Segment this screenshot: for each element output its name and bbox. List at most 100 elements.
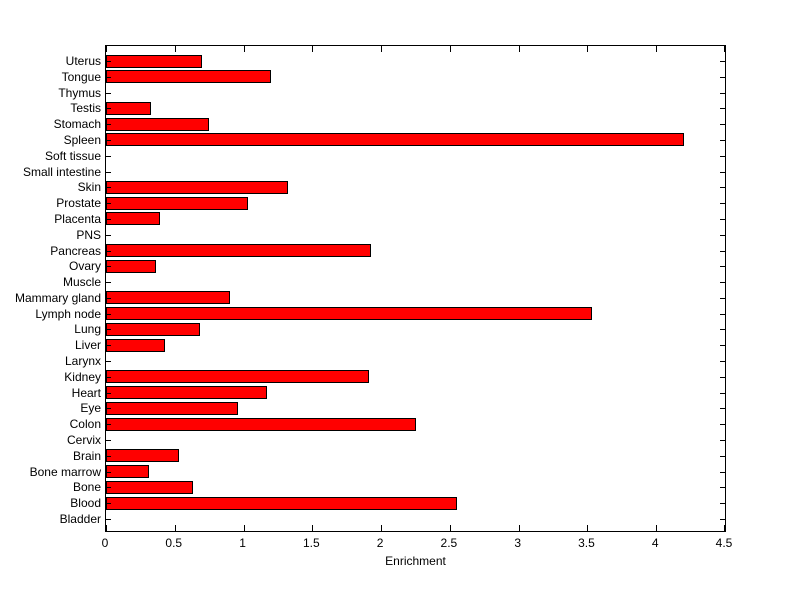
- y-tick: [106, 156, 111, 157]
- x-tick: [175, 525, 176, 531]
- y-tick: [720, 203, 725, 204]
- y-label-pancreas: Pancreas: [50, 243, 101, 258]
- x-tick: [312, 46, 313, 52]
- y-tick: [720, 345, 725, 346]
- x-tick: [106, 525, 107, 531]
- y-label-muscle: Muscle: [62, 275, 101, 290]
- y-tick: [720, 266, 725, 267]
- y-label-mammary-gland: Mammary gland: [14, 290, 101, 305]
- x-tick: [381, 525, 382, 531]
- y-tick: [106, 124, 111, 125]
- y-tick: [106, 487, 111, 488]
- y-tick: [106, 393, 111, 394]
- x-tick: [724, 525, 725, 531]
- y-tick: [106, 266, 111, 267]
- y-tick: [106, 329, 111, 330]
- y-tick: [106, 361, 111, 362]
- y-tick: [106, 172, 111, 173]
- y-label-bone-marrow: Bone marrow: [29, 464, 101, 479]
- y-tick: [720, 393, 725, 394]
- y-tick: [106, 345, 111, 346]
- y-tick: [720, 472, 725, 473]
- bar-liver: [106, 338, 166, 352]
- x-tick-label: 4: [651, 536, 659, 550]
- x-tick: [381, 46, 382, 52]
- y-label-heart: Heart: [71, 385, 101, 400]
- y-tick: [720, 361, 725, 362]
- y-label-spleen: Spleen: [63, 132, 101, 147]
- bar-spleen: [106, 133, 684, 147]
- y-tick: [720, 140, 725, 141]
- plot-area: [105, 45, 726, 532]
- y-tick: [106, 108, 111, 109]
- x-tick: [656, 46, 657, 52]
- y-tick: [720, 93, 725, 94]
- bar-colon: [106, 417, 416, 431]
- x-tick-label: 3: [514, 536, 521, 550]
- y-tick: [106, 377, 111, 378]
- bar-kidney: [106, 370, 369, 384]
- y-tick: [106, 203, 111, 204]
- y-tick: [720, 61, 725, 62]
- bar-bone: [106, 480, 193, 494]
- y-label-larynx: Larynx: [64, 354, 101, 369]
- y-label-pns: PNS: [76, 227, 101, 242]
- bar-brain: [106, 449, 179, 463]
- y-tick: [720, 298, 725, 299]
- y-label-brain: Brain: [72, 448, 101, 463]
- x-tick: [450, 525, 451, 531]
- y-label-testis: Testis: [70, 101, 101, 116]
- bar-blood: [106, 496, 457, 510]
- y-tick: [720, 108, 725, 109]
- y-tick: [720, 235, 725, 236]
- y-label-cervix: Cervix: [66, 433, 101, 448]
- y-tick: [106, 314, 111, 315]
- bar-heart: [106, 386, 267, 400]
- y-tick: [720, 187, 725, 188]
- y-tick: [106, 140, 111, 141]
- y-tick: [720, 314, 725, 315]
- y-tick: [106, 456, 111, 457]
- y-label-tongue: Tongue: [61, 69, 101, 84]
- x-tick: [587, 46, 588, 52]
- x-tick: [519, 46, 520, 52]
- y-tick: [720, 156, 725, 157]
- y-label-small-intestine: Small intestine: [22, 164, 101, 179]
- x-tick-label: 0.5: [165, 536, 183, 550]
- y-label-liver: Liver: [74, 338, 101, 353]
- y-tick: [720, 124, 725, 125]
- y-label-thymus: Thymus: [58, 85, 101, 100]
- y-label-skin: Skin: [77, 180, 101, 195]
- x-tick-label: 1.5: [302, 536, 320, 550]
- x-tick-label: 2: [376, 536, 384, 550]
- y-tick: [106, 282, 111, 283]
- bar-lymph-node: [106, 307, 592, 321]
- y-label-soft-tissue: Soft tissue: [44, 148, 101, 163]
- y-tick: [106, 440, 111, 441]
- y-label-bladder: Bladder: [59, 512, 101, 526]
- y-tick: [720, 251, 725, 252]
- y-tick: [106, 61, 111, 62]
- y-tick: [720, 503, 725, 504]
- y-label-kidney: Kidney: [64, 369, 101, 384]
- y-label-eye: Eye: [80, 401, 101, 416]
- y-label-stomach: Stomach: [53, 117, 101, 132]
- x-tick-label: 3.5: [578, 536, 595, 550]
- y-tick: [106, 235, 111, 236]
- bar-bone-marrow: [106, 465, 149, 479]
- bar-tongue: [106, 70, 272, 84]
- y-tick: [106, 219, 111, 220]
- y-tick: [720, 519, 725, 520]
- y-tick: [720, 282, 725, 283]
- y-tick: [720, 219, 725, 220]
- y-tick: [106, 424, 111, 425]
- y-tick: [106, 251, 111, 252]
- y-tick: [720, 377, 725, 378]
- bar-placenta: [106, 212, 160, 226]
- y-tick: [720, 487, 725, 488]
- y-tick: [720, 424, 725, 425]
- y-label-ovary: Ovary: [68, 259, 101, 274]
- x-tick: [244, 525, 245, 531]
- y-label-uterus: Uterus: [65, 54, 101, 68]
